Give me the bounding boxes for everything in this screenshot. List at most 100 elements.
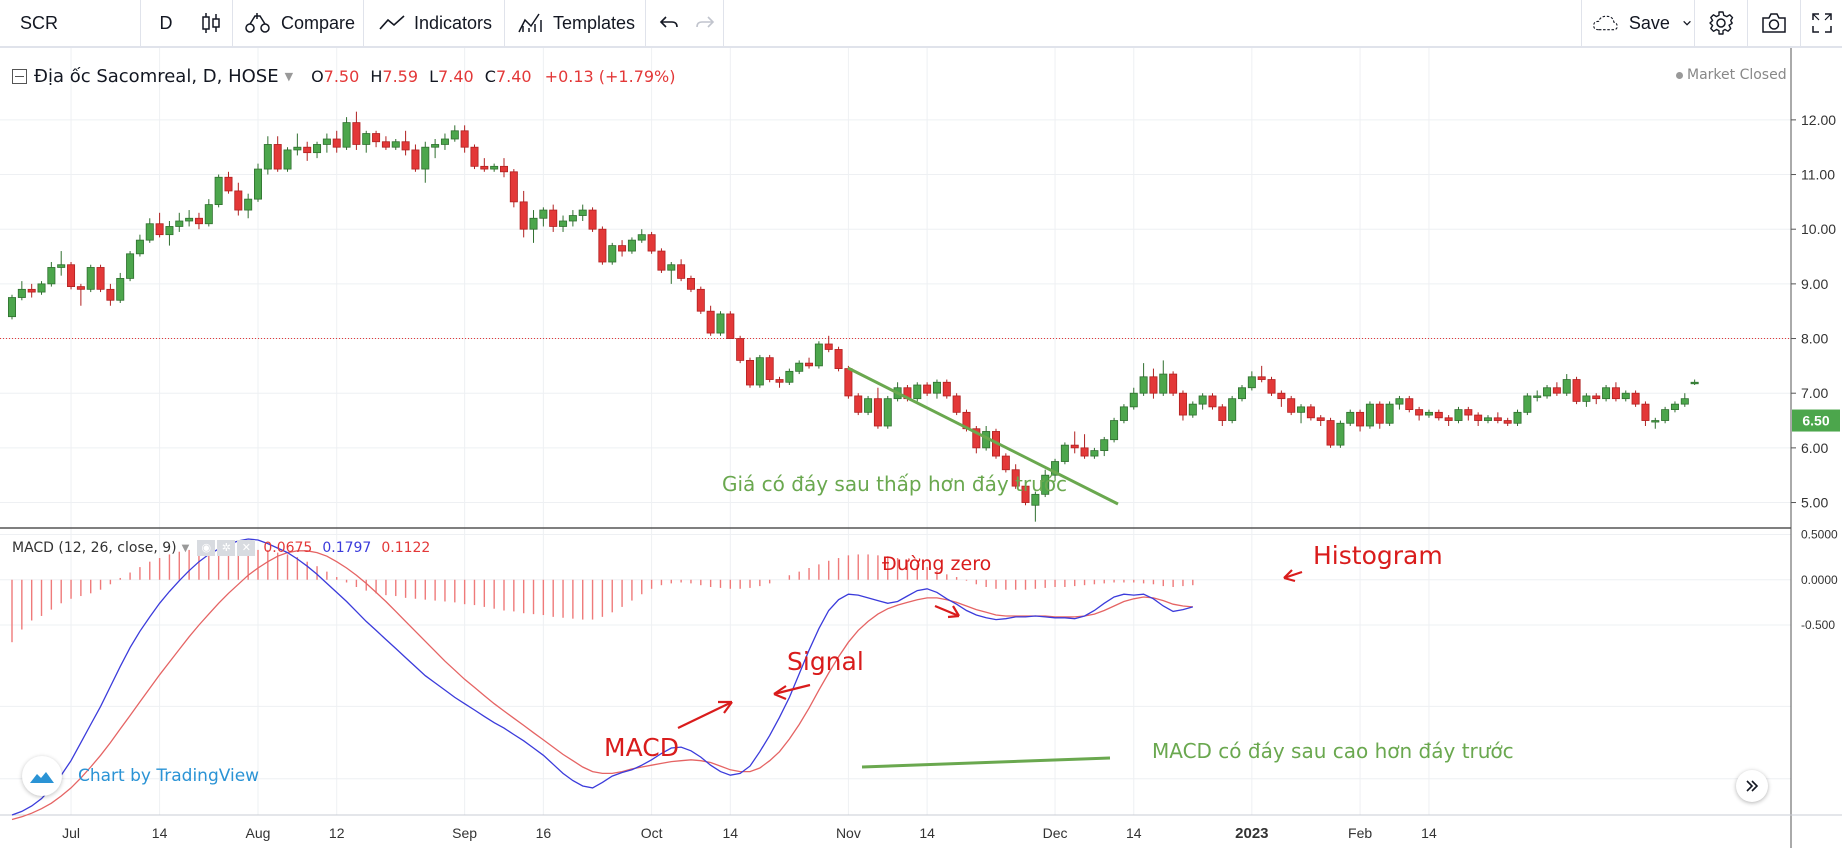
caret-down-icon[interactable]: ▼ — [181, 542, 190, 554]
candle-body — [1021, 485, 1030, 503]
zero-line-arrow — [934, 604, 960, 618]
grid-lines — [0, 48, 1791, 815]
price-tick-label: 10.00 — [1801, 221, 1836, 237]
symbol-search[interactable]: SCR — [0, 0, 140, 46]
open-label: O — [311, 67, 324, 86]
candle-body — [1503, 420, 1512, 424]
candle-body — [47, 267, 56, 285]
candle-body — [647, 234, 656, 252]
candle-body — [1385, 403, 1394, 424]
redo-button[interactable] — [688, 0, 722, 46]
candle-body — [145, 223, 154, 241]
gear-icon[interactable]: ✲ — [217, 540, 236, 556]
candle-body — [381, 141, 390, 148]
time-tick-label: Sep — [452, 825, 477, 841]
chevron-down-icon — [1683, 20, 1691, 26]
tradingview-branding[interactable]: Chart by TradingView — [22, 756, 259, 796]
candle-body — [1090, 450, 1099, 457]
candle-body — [1523, 395, 1532, 413]
candle-body — [854, 395, 863, 413]
time-tick-label: 14 — [152, 825, 168, 841]
price-scale[interactable]: 5.00 6.00 7.00 8.00 9.00 10.00 11.00 12.00 — [1791, 112, 1836, 511]
scroll-to-realtime-button[interactable] — [1736, 770, 1768, 802]
candle-body — [342, 122, 351, 148]
fullscreen-button[interactable] — [1801, 0, 1842, 46]
candle-body — [1060, 444, 1069, 462]
candle-body — [834, 349, 843, 370]
candle-body — [1424, 411, 1433, 416]
candle-body — [785, 370, 794, 383]
price-tick-label: 8.00 — [1801, 331, 1828, 347]
candle-body — [1149, 376, 1158, 394]
candle-body — [1178, 392, 1187, 416]
indicators-button[interactable]: Indicators — [364, 0, 504, 46]
save-button[interactable]: Save — [1582, 0, 1692, 46]
interval-text: D — [159, 12, 173, 33]
indicators-icon — [379, 15, 405, 30]
candle-body — [1316, 417, 1325, 421]
candle-body — [204, 204, 213, 225]
candle-body — [1011, 469, 1020, 487]
macd-annotation: MACD — [604, 733, 679, 762]
candle-body — [175, 220, 184, 227]
time-tick-label: Dec — [1043, 825, 1068, 841]
close-icon[interactable]: ✕ — [237, 540, 256, 556]
candle-body — [795, 362, 804, 372]
candle-body — [1454, 409, 1463, 421]
candle-body — [411, 149, 420, 170]
macd-histogram — [11, 547, 1194, 643]
candle-body — [1070, 444, 1079, 449]
eye-icon[interactable]: ◉ — [197, 540, 216, 556]
signal-annotation: Signal — [787, 647, 864, 676]
candle-body — [608, 245, 617, 263]
zero-line-annotation: Đường zero — [882, 553, 992, 575]
templates-icon — [518, 13, 542, 33]
candle-body — [667, 264, 676, 271]
candle-body — [568, 215, 577, 222]
candle-body — [57, 264, 66, 268]
candle-body — [1247, 376, 1256, 389]
candle-body — [637, 234, 646, 241]
collapse-legend-button[interactable] — [12, 69, 27, 84]
market-status: Market Closed — [1676, 67, 1787, 83]
candle-body — [765, 357, 774, 380]
candle-body — [519, 201, 528, 230]
settings-button[interactable] — [1695, 0, 1747, 46]
macd-scale[interactable]: 0.5000 0.0000 -0.500 — [1801, 528, 1838, 632]
histogram-arrow — [1283, 570, 1303, 580]
compare-button[interactable]: Compare — [233, 0, 363, 46]
undo-button[interactable] — [652, 0, 686, 46]
last-price-text: 6.50 — [1802, 413, 1829, 429]
candlestick-series — [7, 111, 1699, 522]
candle-body — [1670, 403, 1679, 410]
candle-body — [1434, 411, 1443, 419]
candle-body — [1464, 409, 1473, 416]
symbol-text: SCR — [20, 12, 59, 33]
caret-down-icon[interactable]: ▼ — [284, 70, 294, 83]
interval-button[interactable]: D — [141, 0, 191, 46]
templates-button[interactable]: Templates — [505, 0, 645, 46]
histogram-arrow-head — [1283, 569, 1296, 583]
time-scale[interactable]: Jul 14 Aug 12 Sep 16 Oct 14 Nov 14 Dec 14 2023 Feb 14 — [62, 825, 1437, 842]
snapshot-button[interactable] — [1748, 0, 1800, 46]
candle-body — [372, 133, 381, 143]
main-legend: Địa ốc Sacomreal, D, HOSE ▼ O7.50 H7.59 … — [12, 66, 676, 87]
close-label: C — [484, 67, 496, 86]
candle-body — [1336, 422, 1345, 446]
macd-controls: ◉ ✲ ✕ — [197, 540, 256, 556]
candle-body — [1218, 406, 1227, 421]
chart-type-button[interactable] — [191, 0, 231, 46]
candle-body — [401, 141, 410, 151]
candle-body — [67, 264, 76, 288]
candle-body — [313, 144, 322, 154]
macd-tick-label: 0.0000 — [1801, 573, 1838, 587]
candle-body — [126, 253, 135, 279]
candle-body — [499, 165, 508, 173]
candle-body — [578, 209, 587, 216]
candle-body — [923, 384, 932, 394]
chart-area[interactable]: 5.00 6.00 7.00 8.00 9.00 10.00 11.00 12.00 0.50… — [0, 48, 1842, 848]
candle-body — [814, 343, 823, 367]
candle-body — [185, 217, 194, 222]
candle-body — [1572, 379, 1581, 402]
price-tick-label: 9.00 — [1801, 276, 1828, 292]
